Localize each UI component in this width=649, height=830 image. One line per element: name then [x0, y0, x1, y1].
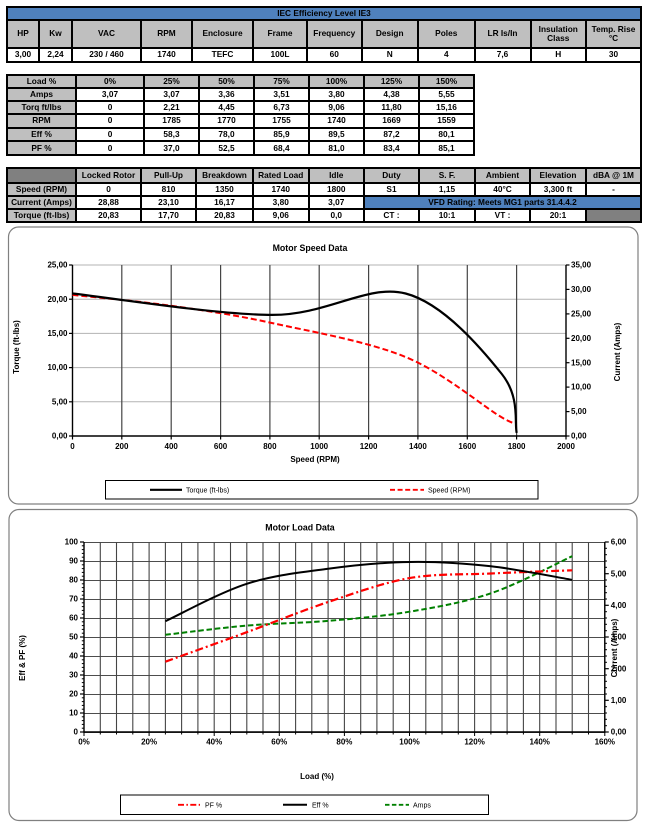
svg-text:400: 400	[165, 442, 179, 451]
svg-text:4,00: 4,00	[611, 601, 627, 610]
svg-text:Current (Amps): Current (Amps)	[613, 322, 622, 381]
svg-text:15,00: 15,00	[571, 358, 592, 367]
svg-text:1400: 1400	[409, 442, 427, 451]
svg-text:80%: 80%	[336, 738, 352, 747]
svg-text:2,00: 2,00	[611, 664, 627, 673]
svg-text:25,00: 25,00	[47, 261, 68, 270]
svg-text:0: 0	[70, 442, 75, 451]
svg-text:80: 80	[69, 576, 78, 585]
svg-text:1200: 1200	[360, 442, 378, 451]
svg-text:50: 50	[69, 633, 78, 642]
svg-text:15,00: 15,00	[47, 329, 68, 338]
svg-text:0: 0	[74, 728, 79, 737]
svg-text:0,00: 0,00	[571, 432, 587, 441]
svg-text:90: 90	[69, 557, 78, 566]
svg-text:160%: 160%	[595, 738, 615, 747]
svg-text:10: 10	[69, 709, 78, 718]
svg-text:Current (Amps): Current (Amps)	[610, 618, 619, 677]
svg-text:2000: 2000	[557, 442, 575, 451]
svg-text:Speed (RPM): Speed (RPM)	[428, 488, 470, 495]
svg-text:25,00: 25,00	[571, 310, 592, 319]
svg-text:800: 800	[263, 442, 277, 451]
svg-text:Torque (ft-lbs): Torque (ft-lbs)	[12, 320, 21, 374]
svg-text:120%: 120%	[464, 738, 484, 747]
svg-text:5,00: 5,00	[52, 397, 68, 406]
svg-text:20: 20	[69, 690, 78, 699]
svg-text:600: 600	[214, 442, 228, 451]
svg-text:1600: 1600	[458, 442, 476, 451]
svg-text:PF %: PF %	[205, 803, 222, 810]
svg-text:Speed (RPM): Speed (RPM)	[290, 455, 340, 464]
svg-text:1000: 1000	[310, 442, 328, 451]
svg-text:Motor Load Data: Motor Load Data	[265, 523, 335, 533]
svg-text:0,00: 0,00	[52, 432, 68, 441]
svg-text:1,00: 1,00	[611, 696, 627, 705]
svg-text:100%: 100%	[399, 738, 419, 747]
svg-text:70: 70	[69, 595, 78, 604]
svg-text:6,00: 6,00	[611, 538, 627, 547]
svg-text:5,00: 5,00	[611, 569, 627, 578]
svg-text:20,00: 20,00	[47, 295, 68, 304]
svg-text:0%: 0%	[78, 738, 90, 747]
svg-text:Torque (ft-lbs): Torque (ft-lbs)	[186, 488, 229, 495]
svg-text:60%: 60%	[271, 738, 287, 747]
svg-text:10,00: 10,00	[47, 363, 68, 372]
svg-text:Motor Speed Data: Motor Speed Data	[273, 243, 348, 253]
svg-text:60: 60	[69, 614, 78, 623]
svg-text:100: 100	[65, 538, 79, 547]
svg-text:40%: 40%	[206, 738, 222, 747]
svg-text:0,00: 0,00	[611, 728, 627, 737]
svg-text:1800: 1800	[508, 442, 526, 451]
svg-text:30,00: 30,00	[571, 285, 592, 294]
svg-text:200: 200	[115, 442, 129, 451]
svg-text:20,00: 20,00	[571, 334, 592, 343]
svg-text:Load (%): Load (%)	[300, 772, 334, 781]
svg-text:35,00: 35,00	[571, 261, 592, 270]
svg-text:30: 30	[69, 671, 78, 680]
svg-text:20%: 20%	[141, 738, 157, 747]
svg-text:Eff & PF (%): Eff & PF (%)	[18, 635, 27, 681]
svg-text:10,00: 10,00	[571, 383, 592, 392]
svg-text:3,00: 3,00	[611, 633, 627, 642]
svg-text:5,00: 5,00	[571, 407, 587, 416]
svg-text:140%: 140%	[529, 738, 549, 747]
svg-text:Eff %: Eff %	[312, 803, 329, 810]
svg-text:Amps: Amps	[413, 803, 431, 810]
svg-text:40: 40	[69, 652, 78, 661]
